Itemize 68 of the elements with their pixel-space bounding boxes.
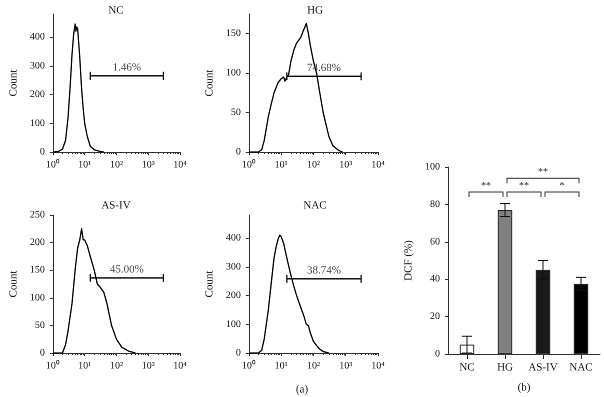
y-tick-label: 400: [226, 232, 241, 244]
x-tick-label: 10¹: [78, 360, 92, 372]
y-axis-title: Count: [8, 70, 20, 96]
y-tick-label: 40: [430, 274, 440, 285]
y-axis-title: DCF (%): [402, 240, 415, 281]
x-tick-label: 10¹: [78, 160, 92, 170]
y-tick-label: 300: [30, 60, 45, 72]
x-tick-label: 10⁴: [173, 160, 188, 170]
x-tick-label: 10⁴: [173, 360, 188, 372]
x-tick-label: AS-IV: [528, 362, 558, 374]
x-tick-label: 10²: [306, 160, 320, 170]
x-tick-label: 10⁰: [46, 360, 60, 372]
y-axis-title: Count: [204, 270, 216, 298]
y-tick-label: 0: [40, 348, 45, 358]
x-tick-label: 10²: [110, 160, 123, 170]
x-tick-label: 10⁴: [371, 160, 386, 170]
y-tick-label: 0: [40, 146, 45, 158]
y-tick-label: 100: [425, 162, 440, 172]
y-tick-label: 200: [30, 237, 45, 248]
x-tick-label: 10³: [142, 360, 155, 372]
y-axis-title: Count: [8, 270, 20, 298]
x-tick-label: 10³: [142, 160, 155, 170]
annotation: 38.74%: [307, 264, 341, 276]
y-tick-label: 100: [30, 292, 45, 304]
y-tick-label: 400: [30, 32, 45, 42]
y-tick-label: 250: [30, 210, 45, 220]
x-tick-label: 10¹: [274, 160, 288, 170]
y-tick-label: 60: [430, 236, 440, 248]
y-tick-label: 0: [435, 348, 440, 360]
chart-title: NC: [108, 4, 124, 16]
y-tick-label: 50: [34, 320, 45, 331]
y-tick-label: 200: [226, 290, 241, 301]
y-tick-label: 100: [30, 118, 45, 129]
annotation: **: [538, 166, 548, 178]
x-tick-label: 10⁰: [242, 158, 256, 170]
y-tick-label: 0: [236, 146, 241, 158]
y-tick-label: 100: [226, 318, 241, 330]
y-tick-label: 50: [230, 107, 241, 118]
x-tick-label: NC: [459, 362, 475, 374]
text: (a): [296, 384, 308, 396]
y-tick-label: 150: [30, 264, 45, 276]
x-tick-label: 10⁰: [242, 360, 256, 372]
x-tick-label: 10⁴: [371, 360, 386, 372]
x-tick-label: 10¹: [274, 360, 288, 372]
annotation: 45.00%: [110, 263, 144, 276]
annotation: **: [481, 180, 491, 192]
y-axis-title: Count: [204, 70, 216, 96]
x-tick-label: 10³: [339, 360, 352, 372]
x-tick-label: NAC: [569, 362, 593, 374]
chart-title: NAC: [303, 200, 327, 212]
y-tick-label: 200: [30, 89, 45, 100]
y-tick-label: 80: [430, 198, 440, 210]
text: (b): [518, 382, 531, 394]
x-tick-label: 10²: [110, 360, 123, 372]
chart-title: AS-IV: [101, 200, 131, 212]
x-tick-label: 10⁰: [46, 158, 60, 170]
y-tick-label: 300: [226, 261, 241, 272]
annotation: **: [519, 180, 529, 192]
y-tick-label: 150: [226, 28, 241, 40]
x-tick-label: HG: [497, 362, 513, 374]
y-tick-label: 0: [236, 348, 241, 358]
x-tick-label: 10³: [339, 160, 352, 170]
annotation: 1.46%: [112, 61, 142, 74]
y-tick-label: 100: [226, 68, 241, 79]
x-tick-label: 10²: [306, 360, 320, 372]
chart-title: HG: [307, 4, 323, 16]
annotation: *: [560, 180, 564, 192]
y-tick-label: 20: [430, 311, 440, 322]
